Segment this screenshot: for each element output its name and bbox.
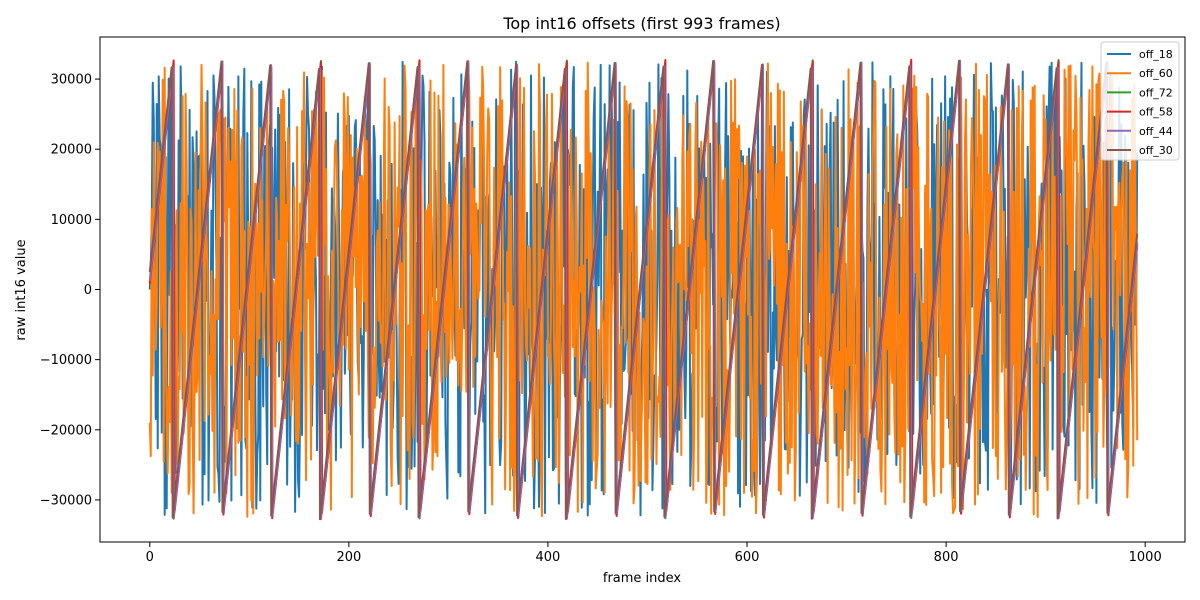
x-tick-label: 200: [336, 550, 361, 565]
legend-entry: off_60: [1139, 67, 1173, 80]
legend-entry: off_72: [1139, 86, 1173, 99]
y-axis: −30000 −20000 −10000 0 10000 20000 30000: [40, 73, 100, 508]
plot-lines: [148, 58, 1139, 521]
x-axis-label: frame index: [603, 571, 682, 586]
x-tick-label: 400: [536, 550, 561, 565]
y-tick-label: 10000: [51, 213, 92, 228]
series-line-off-30: [148, 59, 1139, 521]
legend: off_18 off_60 off_72 off_58 off_44 off_30: [1100, 41, 1180, 161]
legend-entry: off_58: [1139, 106, 1173, 119]
legend-entry: off_30: [1139, 144, 1173, 157]
legend-entry: off_44: [1139, 125, 1173, 138]
x-tick-label: 0: [146, 550, 154, 565]
y-tick-label: −30000: [40, 493, 92, 508]
x-tick-label: 1000: [1129, 550, 1162, 565]
x-axis: 0 200 400 600 800 1000: [146, 542, 1162, 565]
y-tick-label: 20000: [51, 143, 92, 158]
y-tick-label: −10000: [40, 353, 92, 368]
y-tick-label: −20000: [40, 423, 92, 438]
series-line-off-60: [148, 61, 1139, 519]
legend-entry: off_18: [1139, 48, 1173, 61]
x-tick-label: 800: [934, 550, 959, 565]
y-tick-label: 0: [84, 283, 92, 298]
x-tick-label: 600: [735, 550, 760, 565]
chart-title: Top int16 offsets (first 993 frames): [502, 14, 780, 33]
y-axis-label: raw int16 value: [14, 239, 29, 340]
y-tick-label: 30000: [51, 73, 92, 88]
